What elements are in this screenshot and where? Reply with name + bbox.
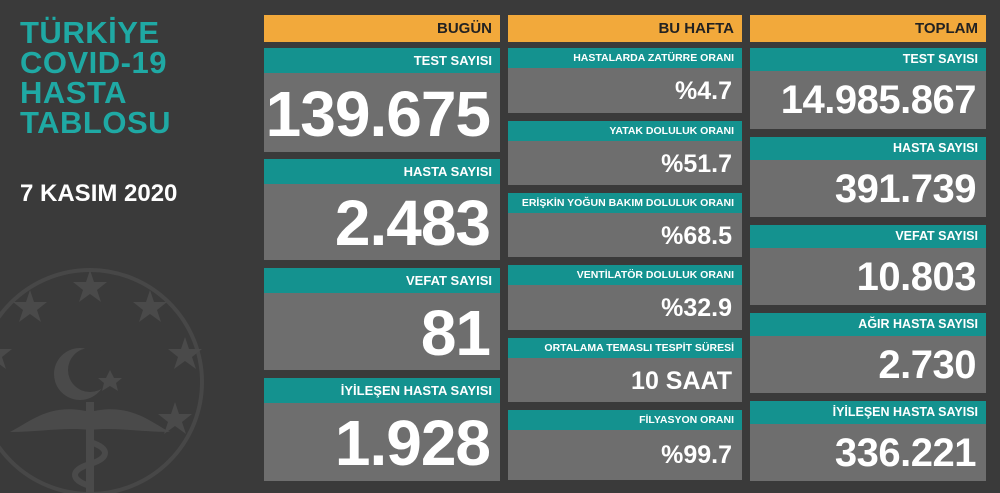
- stat-value: %99.7: [661, 441, 732, 469]
- stat-card-total-critical: AĞIR HASTA SAYISI 2.730: [750, 313, 986, 393]
- stat-label: AĞIR HASTA SAYISI: [750, 313, 986, 336]
- stat-value: 1.928: [334, 407, 491, 479]
- column-header-total: TOPLAM: [750, 15, 986, 42]
- stat-value: 2.730: [878, 343, 976, 387]
- stat-card-week-ventilator-occupancy: VENTİLATÖR DOLULUK ORANI %32.9: [508, 265, 742, 330]
- title-line: TABLOSU: [20, 105, 172, 140]
- stat-label: YATAK DOLULUK ORANI: [508, 121, 742, 141]
- report-date: 7 KASIM 2020: [20, 180, 178, 207]
- stat-value: %51.7: [661, 150, 732, 178]
- stat-value: 391.739: [834, 167, 977, 211]
- stat-card-total-cases: HASTA SAYISI 391.739: [750, 137, 986, 217]
- stat-label: HASTA SAYISI: [750, 137, 986, 160]
- column-header-week: BU HAFTA: [508, 15, 742, 42]
- stat-label: İYİLEŞEN HASTA SAYISI: [750, 401, 986, 424]
- stat-card-week-filiation: FİLYASYON ORANI %99.7: [508, 410, 742, 480]
- stat-card-today-recovered: İYİLEŞEN HASTA SAYISI 1.928: [264, 378, 500, 481]
- stat-label: HASTALARDA ZATÜRRE ORANI: [508, 48, 742, 68]
- stat-card-total-recovered: İYİLEŞEN HASTA SAYISI 336.221: [750, 401, 986, 481]
- stat-value: 10 SAAT: [631, 367, 732, 395]
- report-title: TÜRKİYE COVID-19 HASTA TABLOSU: [20, 15, 172, 140]
- stat-value: 336.221: [834, 431, 977, 475]
- stat-card-total-deaths: VEFAT SAYISI 10.803: [750, 225, 986, 305]
- stat-card-today-cases: HASTA SAYISI 2.483: [264, 159, 500, 260]
- stat-card-today-deaths: VEFAT SAYISI 81: [264, 268, 500, 370]
- stat-value: %68.5: [661, 222, 732, 250]
- stat-value: 81: [420, 297, 491, 369]
- column-header-today: BUGÜN: [264, 15, 500, 42]
- stat-card-total-tests: TEST SAYISI 14.985.867: [750, 48, 986, 129]
- title-line: TÜRKİYE: [20, 15, 160, 50]
- stat-label: VEFAT SAYISI: [750, 225, 986, 248]
- stat-value: 139.675: [265, 78, 491, 150]
- stat-value: %32.9: [661, 294, 732, 322]
- title-line: COVID-19: [20, 45, 167, 80]
- ministry-emblem-icon: [0, 268, 204, 493]
- stat-value: %4.7: [675, 77, 732, 105]
- stat-card-week-bed-occupancy: YATAK DOLULUK ORANI %51.7: [508, 121, 742, 185]
- stat-label: FİLYASYON ORANI: [508, 410, 742, 430]
- stat-card-week-pneumonia: HASTALARDA ZATÜRRE ORANI %4.7: [508, 48, 742, 113]
- stat-value: 10.803: [856, 255, 977, 299]
- stat-label: ORTALAMA TEMASLI TESPİT SÜRESİ: [508, 338, 742, 358]
- stat-label: HASTA SAYISI: [264, 159, 500, 184]
- stat-label: TEST SAYISI: [264, 48, 500, 73]
- stat-card-week-contact-time: ORTALAMA TEMASLI TESPİT SÜRESİ 10 SAAT: [508, 338, 742, 402]
- stat-label: VENTİLATÖR DOLULUK ORANI: [508, 265, 742, 285]
- stat-label: İYİLEŞEN HASTA SAYISI: [264, 378, 500, 403]
- stat-card-week-icu-occupancy: ERİŞKİN YOĞUN BAKIM DOLULUK ORANI %68.5: [508, 193, 742, 257]
- stat-card-today-tests: TEST SAYISI 139.675: [264, 48, 500, 152]
- stat-value: 2.483: [334, 187, 491, 259]
- stat-value: 14.985.867: [780, 78, 977, 122]
- stat-label: ERİŞKİN YOĞUN BAKIM DOLULUK ORANI: [508, 193, 742, 213]
- title-line: HASTA: [20, 75, 127, 110]
- stat-label: VEFAT SAYISI: [264, 268, 500, 293]
- stat-label: TEST SAYISI: [750, 48, 986, 71]
